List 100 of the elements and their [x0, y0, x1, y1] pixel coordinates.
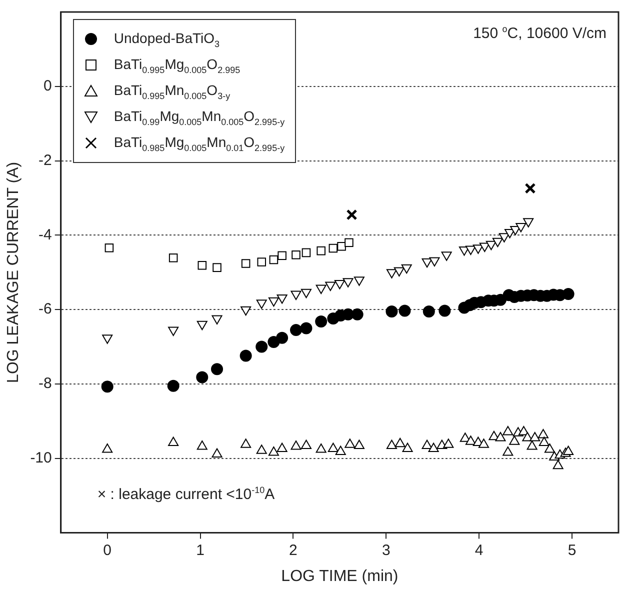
y-tick-label: -8	[38, 375, 52, 392]
point	[465, 436, 476, 445]
point	[428, 442, 439, 452]
point	[328, 442, 338, 452]
point	[386, 305, 398, 318]
point	[544, 443, 555, 453]
point	[530, 432, 540, 442]
point	[300, 288, 312, 298]
x-axis-title: LOG TIME (min)	[281, 568, 398, 585]
annotation: × : leakage current <10$^{-10}$A	[97, 484, 275, 503]
point	[478, 438, 490, 448]
y-tick-label: 0	[44, 78, 52, 95]
point	[212, 448, 222, 458]
point	[300, 440, 312, 449]
point	[342, 278, 354, 288]
legend-label: BaTi$_{0.995}$Mg$_{0.005}$O$_{2.995}$	[114, 56, 240, 74]
point	[196, 440, 208, 450]
point	[492, 238, 503, 248]
point	[401, 264, 412, 274]
point	[498, 233, 510, 242]
point	[257, 258, 266, 266]
point	[104, 243, 114, 252]
point	[256, 340, 268, 353]
point	[240, 350, 252, 362]
point	[422, 305, 435, 318]
point	[168, 254, 178, 262]
point	[563, 446, 574, 455]
point	[422, 258, 432, 268]
point	[344, 238, 354, 248]
point	[292, 250, 300, 260]
point	[441, 252, 452, 261]
point	[167, 380, 180, 392]
point	[438, 304, 451, 317]
point	[516, 223, 526, 232]
point	[495, 432, 506, 442]
point	[386, 440, 397, 449]
point	[346, 209, 358, 220]
x-tick-label: 2	[289, 542, 298, 559]
point	[523, 218, 534, 228]
point	[269, 255, 278, 264]
point	[290, 440, 302, 450]
point	[196, 320, 208, 330]
point	[479, 242, 490, 252]
point	[337, 242, 346, 251]
point	[276, 294, 288, 304]
point	[268, 446, 279, 456]
point	[328, 244, 338, 253]
point	[509, 436, 520, 445]
x-tick-label: 0	[103, 542, 112, 559]
point	[354, 440, 364, 449]
point	[334, 280, 345, 290]
point	[394, 267, 404, 277]
point	[472, 244, 484, 254]
point	[276, 332, 288, 344]
point	[102, 334, 113, 344]
x-tick-label: 3	[382, 542, 390, 559]
point	[316, 246, 326, 256]
point	[302, 248, 311, 258]
legend-label: BaTi$_{0.995}$Mn$_{0.005}$O$_{3-y}$	[114, 82, 230, 100]
x-tick-label: 1	[196, 542, 204, 559]
point	[394, 438, 406, 448]
point	[325, 282, 336, 292]
point	[168, 326, 179, 336]
point	[212, 315, 222, 325]
point	[562, 288, 574, 300]
point	[196, 371, 208, 384]
point	[240, 306, 252, 316]
annotation: 150 $^{o}$C, 10600 V/cm	[473, 24, 606, 42]
point	[256, 444, 267, 454]
point	[268, 297, 279, 307]
point	[168, 436, 179, 446]
point	[538, 436, 550, 446]
point	[526, 440, 538, 450]
point	[316, 284, 326, 294]
point	[422, 440, 432, 449]
y-tick-label: -6	[38, 300, 52, 318]
point	[386, 269, 397, 278]
point	[316, 443, 326, 453]
y-tick-label: -4	[38, 226, 52, 244]
point	[212, 263, 222, 272]
point	[351, 308, 364, 320]
point	[344, 438, 356, 448]
point	[211, 363, 224, 376]
point	[102, 443, 113, 453]
point	[198, 260, 207, 270]
point	[502, 426, 514, 436]
point	[429, 257, 440, 266]
point	[398, 304, 411, 317]
point	[241, 259, 250, 268]
point	[240, 438, 252, 448]
x-tick-label: 5	[568, 542, 576, 559]
point	[443, 438, 454, 448]
y-tick-label: -10	[30, 450, 52, 467]
point	[552, 460, 564, 470]
point	[460, 432, 470, 442]
point	[276, 442, 288, 452]
point	[290, 324, 302, 336]
point	[354, 276, 364, 286]
x-tick-label: 4	[474, 542, 484, 559]
point	[335, 446, 346, 455]
